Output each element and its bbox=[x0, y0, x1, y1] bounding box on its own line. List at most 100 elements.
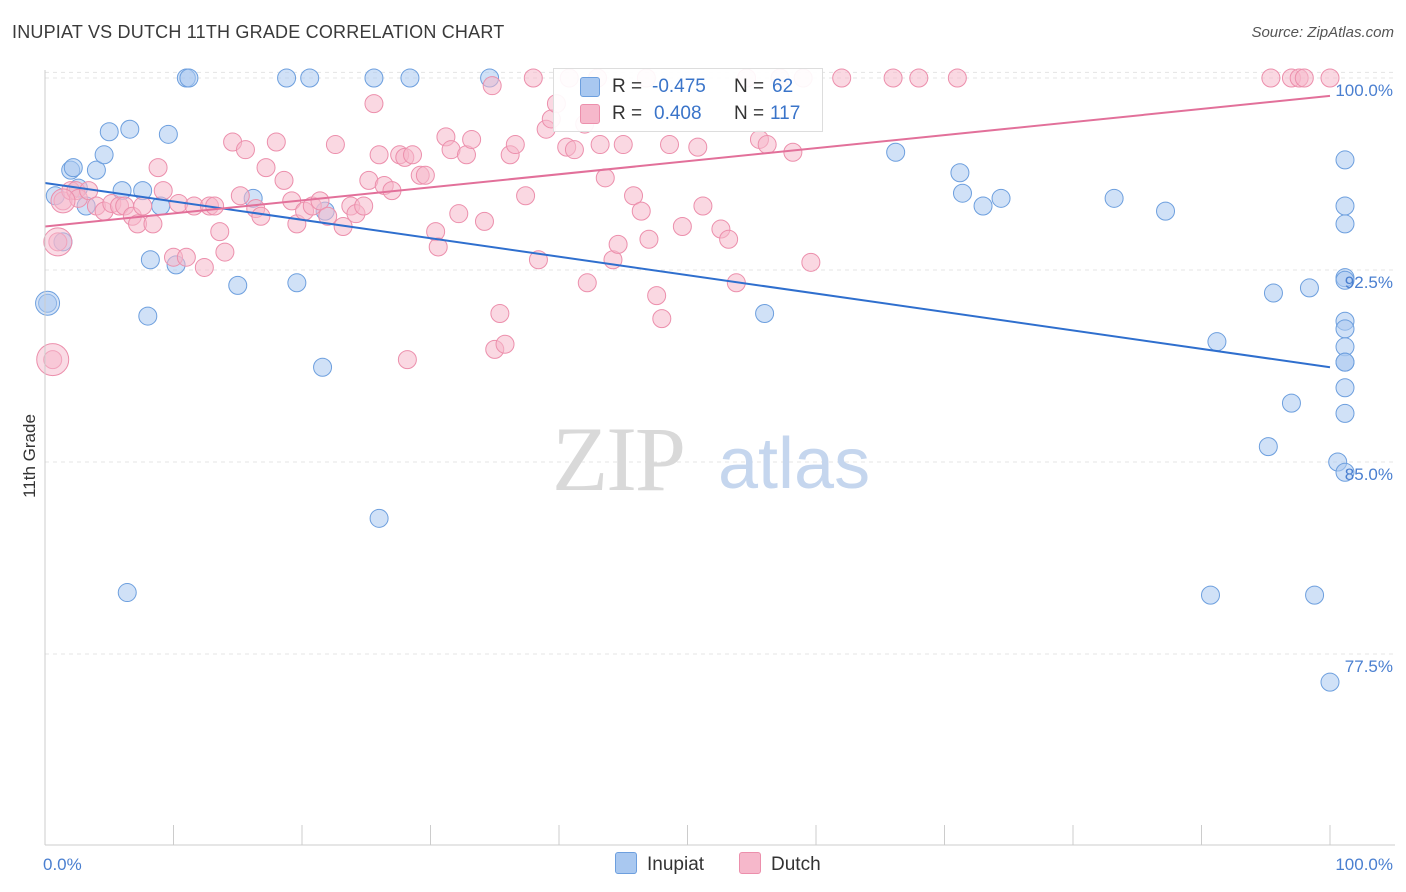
dutch-point bbox=[403, 145, 423, 165]
dutch-point bbox=[801, 252, 821, 272]
legend-n-label: N = bbox=[734, 103, 765, 124]
dutch-point bbox=[1261, 68, 1281, 88]
inupiat-point bbox=[277, 68, 297, 88]
dutch-point bbox=[482, 76, 502, 96]
dutch-point bbox=[516, 186, 536, 206]
dutch-point bbox=[672, 216, 692, 236]
dutch-point bbox=[143, 214, 163, 234]
dutch-point bbox=[428, 237, 448, 257]
bottom-legend-dutch: Dutch bbox=[739, 852, 821, 876]
y-tick-label: 100.0% bbox=[1335, 81, 1393, 100]
inupiat-point bbox=[369, 508, 389, 528]
legend-n-value: 62 bbox=[772, 76, 794, 97]
inupiat-point bbox=[1299, 278, 1319, 298]
dutch-point bbox=[364, 94, 384, 114]
inupiat-point bbox=[1281, 393, 1301, 413]
dutch-point bbox=[310, 191, 330, 211]
inupiat-point bbox=[63, 158, 83, 178]
chart-title: INUPIAT VS DUTCH 11TH GRADE CORRELATION … bbox=[12, 22, 505, 42]
dutch-point bbox=[660, 135, 680, 155]
dutch-point bbox=[613, 135, 633, 155]
inupiat-swatch bbox=[580, 77, 600, 97]
dutch-point bbox=[624, 186, 644, 206]
inupiat-point bbox=[140, 250, 160, 270]
y-tick-label: 92.5% bbox=[1345, 273, 1393, 292]
inupiat-point bbox=[952, 183, 972, 203]
dutch-point bbox=[210, 222, 230, 242]
inupiat-point bbox=[1305, 585, 1325, 605]
inupiat-point bbox=[973, 196, 993, 216]
dutch-point bbox=[523, 68, 543, 88]
dutch-point-large bbox=[43, 227, 73, 257]
inupiat-legend-label: Inupiat bbox=[647, 854, 705, 875]
gridlines bbox=[45, 71, 1395, 655]
dutch-point bbox=[354, 196, 374, 216]
dutch-point bbox=[595, 168, 615, 188]
dutch-point bbox=[608, 234, 628, 254]
dutch-point bbox=[1320, 68, 1340, 88]
dutch-trend-line bbox=[44, 94, 1331, 228]
inupiat-legend-swatch bbox=[615, 852, 637, 874]
dutch-point bbox=[215, 242, 235, 262]
inupiat-point bbox=[1263, 283, 1283, 303]
dutch-point bbox=[495, 334, 515, 354]
legend-r-label: R = bbox=[612, 103, 643, 124]
inupiat-point bbox=[364, 68, 384, 88]
bottom-legend-inupiat: Inupiat bbox=[615, 852, 704, 876]
dutch-point bbox=[397, 350, 417, 370]
inupiat-point bbox=[400, 68, 420, 88]
inupiat-point bbox=[313, 357, 333, 377]
inupiat-point bbox=[300, 68, 320, 88]
dutch-point bbox=[577, 273, 597, 293]
inupiat-point bbox=[86, 160, 106, 180]
inupiat-point-large bbox=[35, 290, 61, 316]
inupiat-point bbox=[1335, 214, 1355, 234]
dutch-point bbox=[757, 135, 777, 155]
inupiat-point bbox=[755, 304, 775, 324]
x-tick-label-min: 0.0% bbox=[43, 855, 82, 874]
dutch-point bbox=[590, 135, 610, 155]
inupiat-point bbox=[158, 124, 178, 144]
inupiat-point bbox=[1200, 585, 1220, 605]
dutch-point bbox=[947, 68, 967, 88]
dutch-point bbox=[1294, 68, 1314, 88]
dutch-legend-swatch bbox=[739, 852, 761, 874]
correlation-legend: R = -0.475 N = 62 R = 0.408 N = 117 bbox=[553, 68, 823, 132]
inupiat-point bbox=[886, 142, 906, 162]
dutch-point bbox=[647, 286, 667, 306]
dutch-swatch bbox=[580, 104, 600, 124]
dutch-point bbox=[639, 229, 659, 249]
dutch-point bbox=[783, 142, 803, 162]
inupiat-point bbox=[1156, 201, 1176, 221]
legend-n-value: 117 bbox=[770, 103, 801, 124]
inupiat-point bbox=[1335, 319, 1355, 339]
inupiat-point bbox=[1335, 196, 1355, 216]
inupiat-point bbox=[120, 119, 140, 139]
inupiat-point bbox=[1207, 332, 1227, 352]
dutch-point bbox=[832, 68, 852, 88]
inupiat-point bbox=[179, 68, 199, 88]
dutch-point bbox=[883, 68, 903, 88]
axes: 100.0% 92.5% 85.0% 77.5% 0.0% 100.0% bbox=[43, 70, 1395, 874]
dutch-point bbox=[318, 206, 338, 226]
dutch-point bbox=[194, 257, 214, 277]
y-tick-label: 85.0% bbox=[1345, 465, 1393, 484]
chart-source: Source: ZipAtlas.com bbox=[1251, 24, 1394, 41]
dutch-point bbox=[462, 129, 482, 149]
trend-lines bbox=[44, 94, 1331, 369]
dutch-point bbox=[251, 206, 271, 226]
inupiat-point bbox=[1335, 462, 1355, 482]
inupiat-point bbox=[1104, 188, 1124, 208]
dutch-point bbox=[490, 304, 510, 324]
dutch-point bbox=[274, 170, 294, 190]
inupiat-points bbox=[35, 68, 1355, 692]
dutch-point bbox=[505, 135, 525, 155]
legend-r-label: R = bbox=[612, 76, 643, 97]
dutch-point bbox=[325, 135, 345, 155]
dutch-point bbox=[153, 181, 173, 201]
dutch-point bbox=[415, 165, 435, 185]
inupiat-point bbox=[287, 273, 307, 293]
dutch-point bbox=[693, 196, 713, 216]
dutch-point bbox=[176, 247, 196, 267]
